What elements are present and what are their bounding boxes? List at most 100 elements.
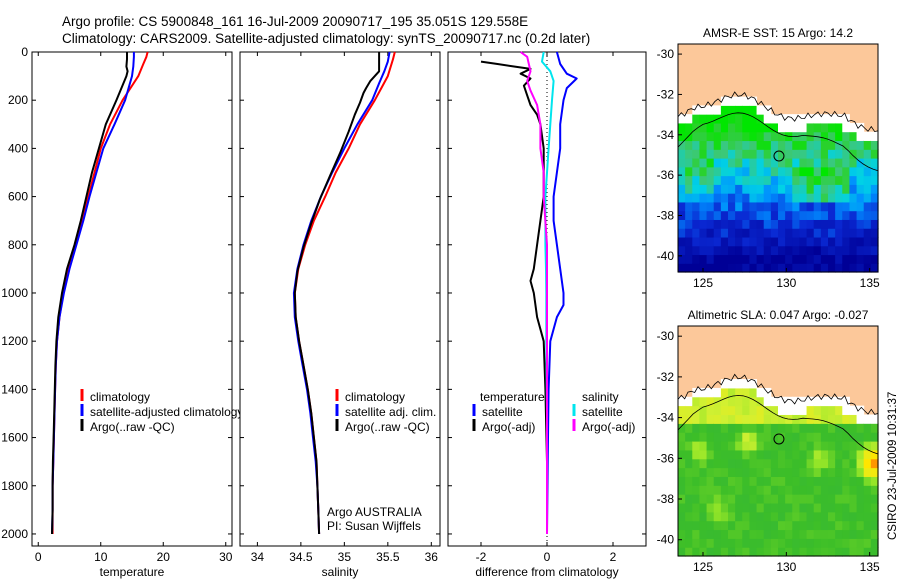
p-sst-shelf-cell [813, 114, 822, 124]
p-sla-cell [778, 423, 786, 433]
p-sla-cell [749, 387, 758, 398]
p-sla-ytick-label: -36 [657, 451, 675, 465]
p-sst-cell [856, 201, 865, 212]
p-sla-cell [685, 414, 693, 424]
p-sst-cell [842, 158, 851, 168]
p-sla-shelf-cell [699, 387, 708, 398]
p-sla-cell [778, 476, 786, 486]
p-sst-cell [813, 166, 822, 177]
p-sla-cell [828, 502, 836, 513]
temperature-frame [31, 51, 233, 547]
p-sla-cell [806, 502, 815, 513]
p-sla-cell [820, 458, 829, 469]
p-sla-cell [770, 423, 779, 433]
p-sst-cell [806, 254, 815, 264]
p-sst-cell [856, 166, 865, 177]
p-sla-cell [799, 485, 808, 495]
p-sla-cell [856, 494, 865, 504]
p-sst-cell [685, 236, 693, 247]
p-sst-cell [720, 105, 729, 115]
p-sst-cell [735, 175, 743, 185]
p-sla-cell [699, 511, 708, 522]
p-sla-cell [735, 432, 743, 442]
p-sla-cell [720, 396, 729, 407]
p-sst-cell [735, 140, 743, 150]
p-sst-cell [849, 158, 858, 168]
p-sla-cell [706, 396, 715, 407]
p-sla-cell [728, 511, 736, 522]
p-sla-cell [870, 538, 879, 548]
p-sla-cell [742, 467, 751, 477]
p-sst-cell [806, 228, 815, 238]
p-sst-cell [763, 201, 772, 212]
p-sla-cell [706, 467, 715, 477]
p-sla-cell [785, 502, 793, 513]
p-sla-ytick-label: -34 [657, 411, 675, 425]
p-sla-cell [678, 502, 686, 513]
p-sst-cell [742, 140, 751, 150]
p-sst-ytick-label: -40 [657, 249, 675, 263]
sst-map-panel: AMSR-E SST: 15 Argo: 14.2 125 130 135 -30 -32… [657, 26, 880, 290]
p-sla-cell [720, 458, 729, 469]
p-sla-cell [842, 467, 851, 477]
p-sst-cell [849, 219, 858, 229]
p-sla-cell [713, 414, 722, 424]
p-sla-cell [835, 529, 843, 539]
p-sst-cell [792, 201, 801, 212]
p-sla-cell [806, 476, 815, 486]
p-sla-cell [685, 458, 693, 469]
p-sst-cell [856, 193, 865, 203]
p-sla-cell [699, 414, 708, 424]
depth-tick-label: 800 [8, 238, 28, 252]
p-sst-shelf-cell [799, 122, 808, 133]
p-sla-cell [820, 405, 829, 416]
p-sst-cell [849, 193, 858, 203]
salinity-series-2 [293, 52, 381, 535]
p-sst-cell [770, 254, 779, 264]
p-sst-cell [756, 201, 765, 212]
p-sla-cell [870, 449, 879, 460]
p-sla-cell [749, 432, 758, 442]
p-sla-cell [806, 449, 815, 460]
p-sst-cell [692, 122, 701, 133]
p-sst-cell [778, 158, 786, 168]
p-sst-cell [699, 201, 708, 212]
p-sla-cell [835, 520, 843, 531]
p-sla-cell [792, 458, 801, 469]
p-sla-cell [692, 396, 701, 407]
p-sla-cell [778, 520, 786, 531]
p-sst-cell [828, 158, 836, 168]
p-sla-cell [835, 467, 843, 477]
p-sst-cell [756, 228, 765, 238]
p-sla-cell [720, 520, 729, 531]
p-sst-cell [856, 158, 865, 168]
p-sla-cell [842, 520, 851, 531]
p-sst-cell [678, 158, 686, 168]
p-sst-cell [792, 184, 801, 194]
salinity-xtick-label: 36 [425, 550, 439, 564]
p-sst-cell [856, 140, 865, 150]
p-sst-ytick-label: -38 [657, 209, 675, 223]
p-sst-cell [835, 245, 843, 256]
p-sla-cell [835, 405, 843, 416]
p-sla-cell [735, 547, 743, 557]
p-sla-cell [763, 502, 772, 513]
p-sst-cell [685, 228, 693, 238]
p-sla-cell [706, 529, 715, 539]
p-sst-cell [692, 254, 701, 264]
p-sst-cell [678, 228, 686, 238]
p-sst-cell [692, 184, 701, 194]
p-sst-cell [685, 245, 693, 256]
p-sst-cell [713, 236, 722, 247]
p-sst-cell [699, 114, 708, 124]
p-sla-cell [692, 538, 701, 548]
p-sst-cell [863, 140, 872, 150]
p-sst-cell [706, 184, 715, 194]
p-sst-cell [820, 201, 829, 212]
p-sla-cell [763, 449, 772, 460]
p-sst-cell [706, 175, 715, 185]
p-sst-cell [828, 263, 836, 273]
p-sla-cell [699, 520, 708, 531]
p-sla-cell [863, 432, 872, 442]
p-sst-cell [742, 158, 751, 168]
